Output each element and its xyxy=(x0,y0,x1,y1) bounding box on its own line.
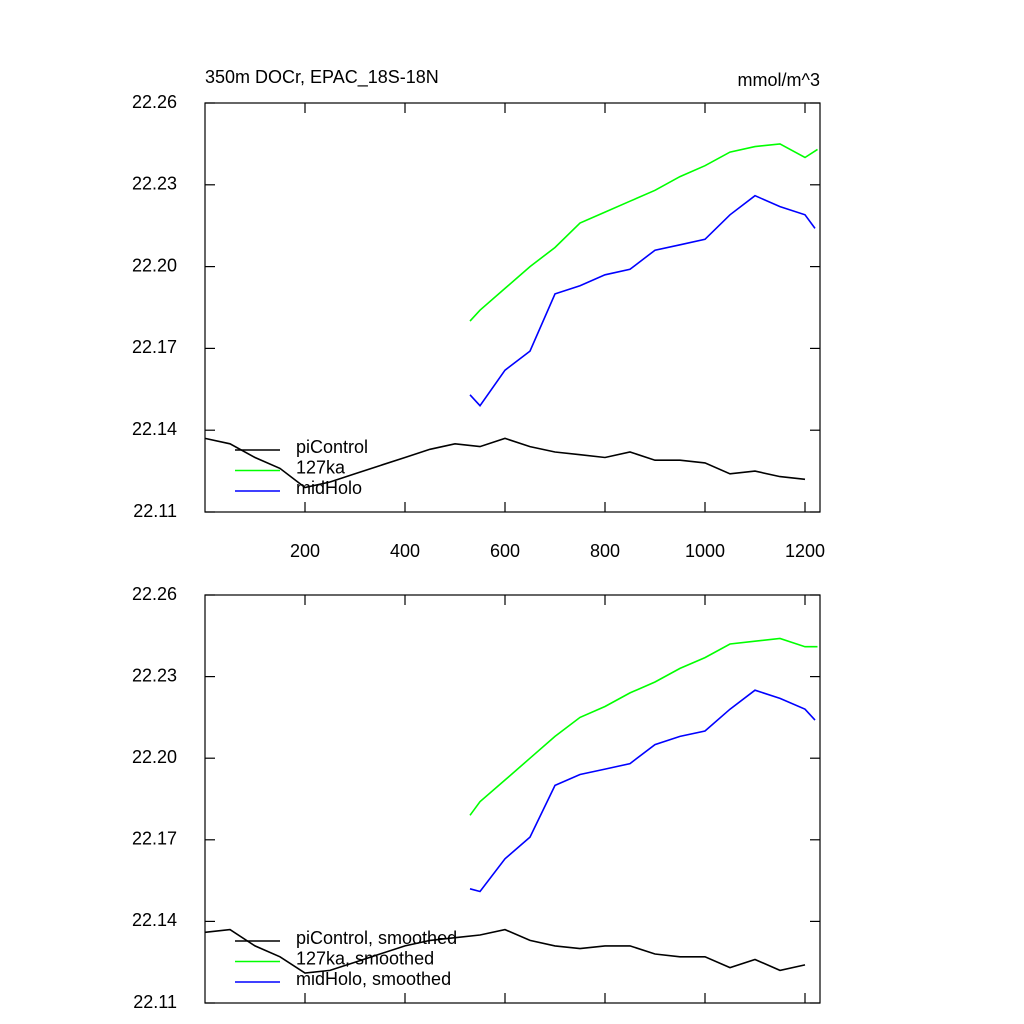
plot-frame xyxy=(204,102,821,513)
series-line xyxy=(469,143,818,322)
y-tick-label: 22.23 xyxy=(132,174,177,194)
y-tick-label: 22.14 xyxy=(132,910,177,930)
series-line xyxy=(469,194,816,407)
x-tick-label: 1000 xyxy=(685,541,725,561)
plot-frame xyxy=(204,594,821,1004)
y-tick-label: 22.23 xyxy=(132,665,177,685)
y-tick-label: 22.11 xyxy=(133,992,177,1012)
y-tick-label: 22.26 xyxy=(132,92,177,112)
x-tick-label: 1200 xyxy=(785,541,825,561)
y-tick-label: 22.14 xyxy=(132,419,177,439)
y-tick-label: 22.17 xyxy=(132,337,177,357)
x-tick-label: 800 xyxy=(590,541,620,561)
x-tick-label: 400 xyxy=(390,541,420,561)
units-label: mmol/m^3 xyxy=(738,70,820,90)
series-line xyxy=(469,689,816,893)
chart-title: 350m DOCr, EPAC_18S-18N xyxy=(205,67,439,88)
legend-label: piControl, smoothed xyxy=(296,928,457,948)
legend-label: midHolo, smoothed xyxy=(296,969,451,989)
legend-label: 127ka, smoothed xyxy=(296,948,434,968)
y-tick-label: 22.20 xyxy=(132,255,177,275)
y-tick-label: 22.17 xyxy=(132,829,177,849)
series-line xyxy=(469,637,818,816)
x-tick-label: 600 xyxy=(490,541,520,561)
x-tick-label: 200 xyxy=(290,541,320,561)
y-tick-label: 22.20 xyxy=(132,747,177,767)
legend-label: piControl xyxy=(296,437,368,457)
y-tick-label: 22.11 xyxy=(133,501,177,521)
legend-label: midHolo xyxy=(296,478,362,498)
series-line xyxy=(204,437,806,489)
y-tick-label: 22.26 xyxy=(132,584,177,604)
legend-label: 127ka xyxy=(296,457,346,477)
series-line xyxy=(204,928,806,974)
